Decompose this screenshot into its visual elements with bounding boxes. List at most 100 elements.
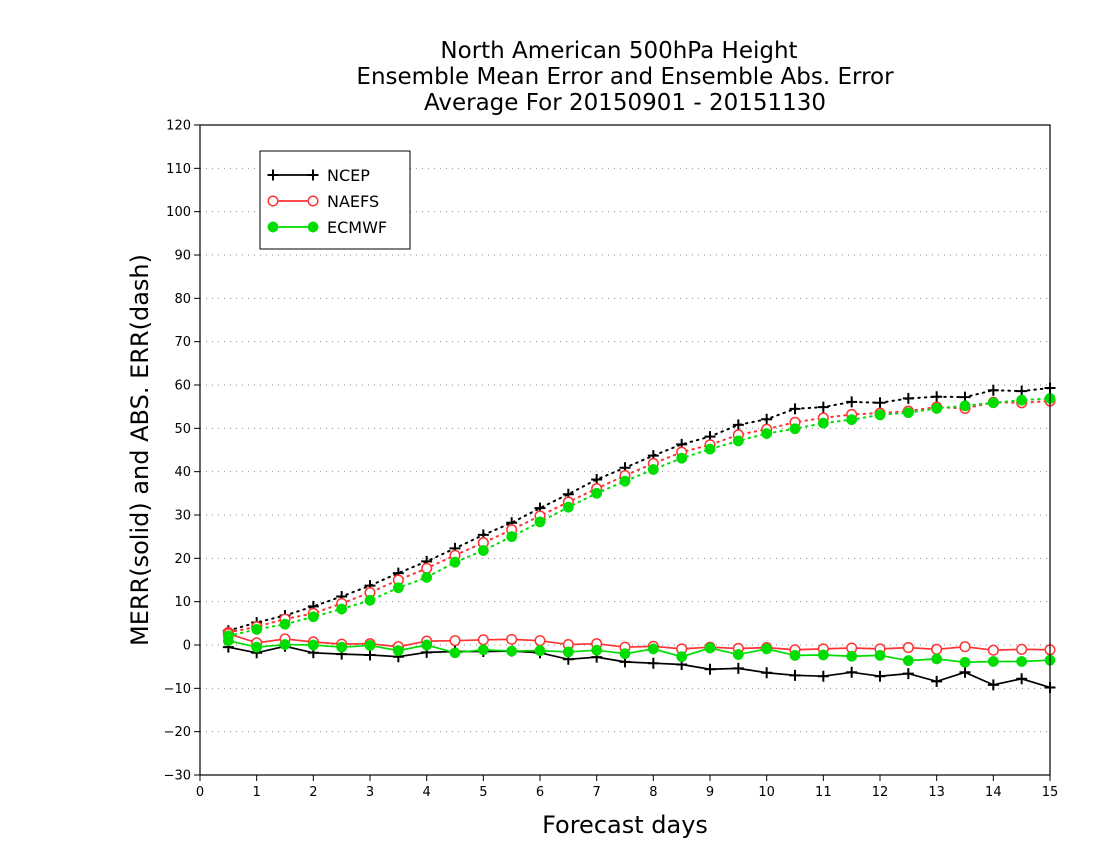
naefs-mean-error-point [902, 642, 914, 654]
ncep-abs-error-point [789, 403, 801, 415]
naefs-mean-error-point [506, 633, 518, 645]
series-layer [222, 382, 1056, 693]
x-tick-label: 13 [928, 785, 945, 800]
ecmwf-abs-error-point [364, 594, 376, 606]
naefs-mean-error-point [534, 635, 546, 647]
ecmwf-mean-error-point [534, 645, 546, 657]
ncep-mean-error-point [704, 663, 716, 675]
y-tick-label: 0 [183, 639, 191, 654]
ecmwf-mean-error-point [506, 645, 518, 657]
naefs-abs-error-point [421, 562, 433, 574]
ecmwf-abs-error-point [307, 611, 319, 623]
y-axis-ticks: −30 −20 −10 0 10 20 30 40 50 60 70 80 90 100 110 120 [164, 119, 200, 784]
ecmwf-abs-error-point [336, 603, 348, 615]
naefs-mean-error-point [477, 634, 489, 646]
ecmwf-abs-error-point [987, 397, 999, 409]
ncep-mean-error-point [1016, 673, 1028, 685]
legend-marker-ecmwf [267, 221, 279, 233]
ecmwf-mean-error-point [902, 655, 914, 667]
ncep-abs-error-point [761, 413, 773, 425]
ncep-mean-error-point [647, 657, 659, 669]
ecmwf-abs-error-point [279, 618, 291, 630]
y-tick-label: 80 [174, 292, 191, 307]
ecmwf-abs-error-line [227, 397, 1051, 637]
ncep-abs-error-point [732, 419, 744, 431]
x-axis-label: Forecast days [542, 811, 708, 839]
x-tick-label: 12 [872, 785, 889, 800]
ecmwf-mean-error-point [364, 639, 376, 651]
x-tick-label: 2 [309, 785, 317, 800]
naefs-mean-error-point [931, 643, 943, 655]
ncep-abs-error-point [846, 396, 858, 408]
ecmwf-mean-error-point [817, 649, 829, 661]
ecmwf-mean-error-point [421, 639, 433, 651]
ecmwf-mean-error-point [591, 644, 603, 656]
plot-frame [199, 124, 1051, 776]
ecmwf-mean-error-point [704, 642, 716, 654]
ecmwf-mean-error-point [279, 639, 291, 651]
title-line-3: Average For 20150901 - 20151130 [424, 90, 826, 116]
ecmwf-mean-error-point [251, 641, 263, 653]
ecmwf-mean-error-point [732, 649, 744, 660]
y-tick-label: 40 [174, 465, 191, 480]
ecmwf-mean-error-point [987, 656, 999, 667]
ncep-mean-error-line [228, 645, 1051, 689]
ecmwf-abs-error-point [959, 400, 971, 412]
ecmwf-mean-error-point [222, 635, 234, 647]
ncep-mean-error-point [789, 669, 801, 681]
y-tick-label: 60 [174, 379, 191, 394]
naefs-mean-error-point [987, 644, 999, 656]
y-tick-label: 90 [174, 249, 191, 264]
ecmwf-mean-error-point [1016, 656, 1028, 667]
x-tick-label: 0 [196, 785, 204, 800]
y-tick-label: 10 [174, 595, 191, 610]
x-tick-label: 3 [366, 785, 374, 800]
x-tick-label: 11 [815, 785, 832, 800]
ecmwf-mean-error-point [336, 641, 348, 653]
y-tick-label: 100 [166, 205, 191, 220]
ecmwf-mean-error-point [789, 649, 801, 661]
ncep-abs-error-point [987, 384, 999, 396]
legend-marker-ecmwf [307, 221, 319, 233]
ecmwf-mean-error-point [761, 643, 773, 655]
x-tick-label: 4 [423, 785, 431, 800]
legend-marker-naefs [267, 195, 279, 207]
ncep-mean-error-point [732, 662, 744, 674]
chart-title: North American 500hPa Height Ensemble Me… [356, 38, 894, 116]
legend-box [259, 150, 411, 250]
ecmwf-abs-error-point [647, 464, 659, 475]
y-tick-label: −30 [164, 769, 191, 784]
ecmwf-mean-error-point [959, 656, 971, 668]
series-naefs [222, 395, 1056, 656]
ecmwf-abs-error-point [449, 556, 461, 568]
naefs-mean-error-point [1016, 643, 1028, 655]
ncep-abs-error-point [902, 392, 914, 404]
ecmwf-abs-error-point [732, 435, 744, 447]
naefs-mean-error-point [449, 635, 461, 647]
x-tick-label: 5 [479, 785, 487, 800]
ncep-abs-error-point [931, 391, 943, 403]
legend-label-ecmwf: ECMWF [327, 218, 387, 237]
ecmwf-abs-error-point [704, 443, 716, 455]
naefs-abs-error-line [227, 400, 1051, 634]
ecmwf-abs-error-point [421, 571, 433, 583]
y-tick-label: 110 [166, 162, 191, 177]
ecmwf-mean-error-point [846, 650, 858, 662]
y-tick-label: 30 [174, 509, 191, 524]
ncep-mean-error-point [987, 679, 999, 691]
ecmwf-abs-error-point [251, 623, 263, 635]
ecmwf-abs-error-point [534, 516, 546, 528]
ecmwf-abs-error-point [931, 402, 943, 414]
ecmwf-abs-error-point [676, 452, 688, 464]
ncep-abs-error-point [817, 401, 829, 413]
legend-marker-ncep [307, 169, 319, 181]
y-axis-label: MERR(solid) and ABS. ERR(dash) [126, 254, 154, 646]
x-tick-label: 9 [706, 785, 714, 800]
ecmwf-mean-error-point [449, 647, 461, 659]
ncep-abs-error-point [874, 397, 886, 409]
ecmwf-abs-error-point [902, 407, 914, 419]
ncep-mean-error-point [959, 666, 971, 678]
naefs-mean-error-line [228, 632, 1051, 652]
x-tick-label: 14 [985, 785, 1002, 800]
